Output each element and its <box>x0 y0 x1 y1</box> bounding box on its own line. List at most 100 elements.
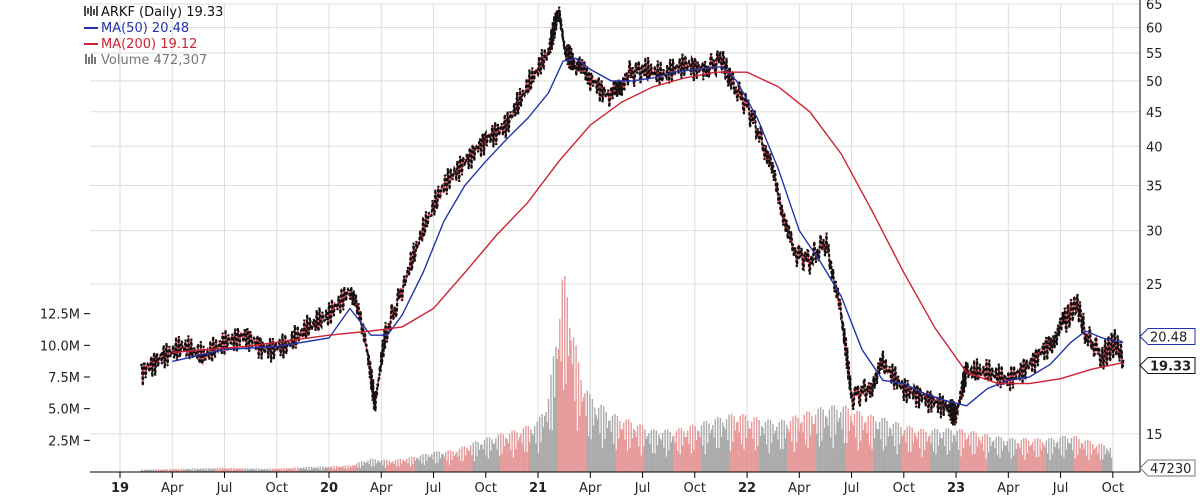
volume-bar <box>276 469 279 472</box>
volume-bar <box>1043 444 1045 472</box>
volume-bar <box>929 435 931 472</box>
volume-bar <box>878 421 881 472</box>
volume-bar <box>858 411 861 472</box>
volume-bar <box>739 415 742 472</box>
volume-bar <box>803 414 806 472</box>
volume-bar <box>542 427 545 472</box>
volume-bar <box>288 468 290 472</box>
volume-bar <box>1073 435 1075 472</box>
volume-bar <box>626 450 629 472</box>
volume-bar <box>913 432 916 472</box>
volume-bar <box>935 454 937 472</box>
volume-bar <box>875 421 877 472</box>
volume-bar <box>177 468 180 472</box>
volume-bar <box>743 449 745 472</box>
volume-bar <box>842 406 844 472</box>
volume-bar <box>910 451 912 472</box>
volume-bar <box>409 466 412 472</box>
volume-bar <box>1025 438 1027 472</box>
volume-bar <box>846 443 848 472</box>
volume-bar <box>638 446 640 472</box>
volume-bar <box>666 429 669 472</box>
volume-bar <box>596 419 599 472</box>
volume-bar <box>280 468 283 472</box>
volume-bar <box>990 445 992 472</box>
volume-bar <box>574 401 576 472</box>
volume-bar <box>397 459 399 472</box>
volume-bar <box>421 463 423 472</box>
volume-bar <box>373 465 375 472</box>
volume-bar <box>241 468 244 472</box>
volume-bar <box>536 421 538 472</box>
volume-bar <box>966 438 969 472</box>
volume-bar <box>1050 437 1053 472</box>
volume-bar <box>1014 439 1016 472</box>
volume-bar <box>187 469 190 472</box>
volume-bar <box>735 422 738 472</box>
volume-bar <box>1030 444 1033 472</box>
volume-bar <box>984 434 986 472</box>
volume-bar <box>219 467 221 472</box>
volume-bar <box>486 437 488 472</box>
volume-bar <box>561 279 563 472</box>
volume-bar <box>399 458 402 472</box>
volume-bar <box>708 423 710 472</box>
volume-bar <box>305 467 308 472</box>
volume-bar <box>817 408 819 472</box>
volume-bar <box>579 415 581 472</box>
volume-bar <box>607 420 610 472</box>
volume-bar <box>957 449 960 472</box>
volume-bar <box>602 406 605 472</box>
volume-bar <box>472 442 474 472</box>
volume-bar <box>532 435 535 472</box>
volume-bar <box>330 466 333 472</box>
volume-bar <box>808 411 811 472</box>
volume-bar <box>987 452 990 472</box>
volume-bar <box>802 432 804 472</box>
volume-bar <box>826 417 828 472</box>
x-tick-label: Jul <box>425 481 442 496</box>
volume-bar <box>359 468 362 472</box>
volume-bar <box>328 466 330 472</box>
volume-bar <box>813 423 816 472</box>
volume-bar <box>689 426 691 472</box>
volume-bar <box>323 468 325 472</box>
volume-bar <box>755 417 758 472</box>
volume-bar <box>283 467 285 472</box>
volume-bar <box>728 414 730 472</box>
price-marker: 20.48 <box>1139 328 1196 346</box>
volume-bar <box>623 422 625 472</box>
volume-bar <box>343 468 345 472</box>
volume-bar <box>332 469 334 472</box>
volume-bar <box>678 428 680 472</box>
volume-bar <box>793 452 795 472</box>
volume-bar <box>244 468 246 472</box>
volume-bar <box>562 390 565 472</box>
volume-bar <box>606 428 609 472</box>
volume-bar <box>234 469 236 472</box>
volume-bar <box>515 448 517 472</box>
volume-bar <box>853 413 856 472</box>
volume-bar <box>753 417 755 472</box>
volume-bar <box>698 431 700 472</box>
volume-bar <box>922 429 925 472</box>
volume-bar <box>999 457 1001 472</box>
volume-bar <box>465 455 467 472</box>
volume-bar <box>831 405 833 472</box>
volume-bar <box>1069 443 1071 472</box>
volume-bar <box>654 453 656 472</box>
volume-bar <box>624 439 626 472</box>
volume-bar <box>560 361 562 472</box>
volume-bar <box>453 455 456 472</box>
volume-bar <box>467 450 469 472</box>
volume-bar <box>375 463 378 472</box>
volume-bar <box>587 436 590 472</box>
volume-bar <box>684 437 686 472</box>
price-marker-label: 47230 <box>1150 462 1191 477</box>
volume-bar <box>1098 443 1100 472</box>
volume-bar <box>861 415 863 472</box>
volume-bar <box>697 430 699 472</box>
volume-bar <box>166 468 168 472</box>
volume-bar <box>238 468 240 472</box>
volume-bar <box>668 450 670 472</box>
